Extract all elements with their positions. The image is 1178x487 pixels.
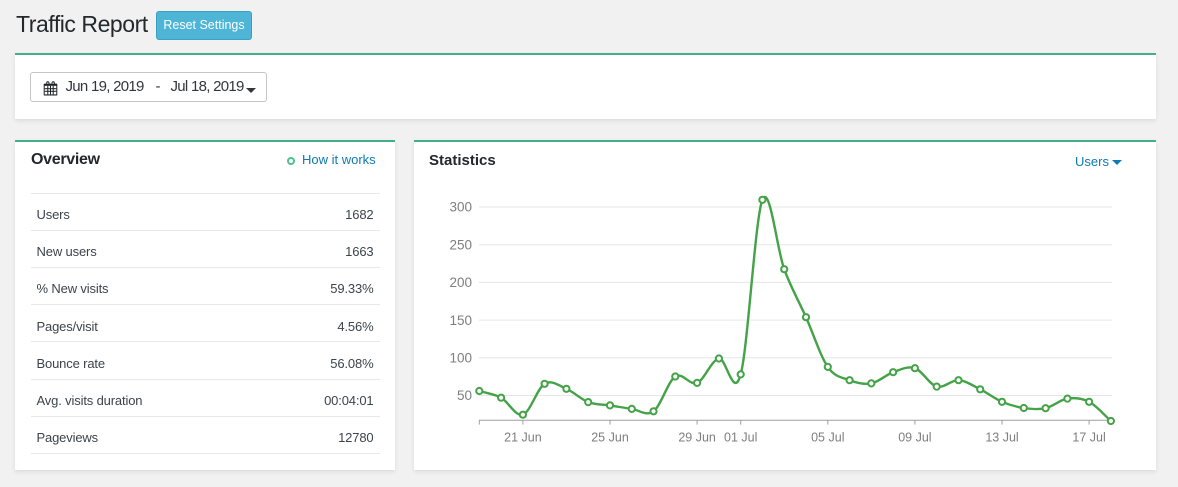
svg-text:200: 200 [449,275,472,290]
svg-text:250: 250 [449,237,472,252]
svg-text:25 Jun: 25 Jun [591,431,629,445]
svg-text:29 Jun: 29 Jun [678,431,716,445]
svg-text:100: 100 [449,351,472,366]
svg-text:01 Jul: 01 Jul [724,431,757,445]
svg-text:150: 150 [449,313,472,328]
svg-text:50: 50 [457,388,472,403]
svg-text:17 Jul: 17 Jul [1072,431,1105,445]
svg-text:300: 300 [449,200,472,215]
svg-text:13 Jul: 13 Jul [985,431,1018,445]
svg-text:21 Jun: 21 Jun [504,431,542,445]
svg-text:05 Jul: 05 Jul [811,431,844,445]
svg-text:09 Jul: 09 Jul [898,431,931,445]
